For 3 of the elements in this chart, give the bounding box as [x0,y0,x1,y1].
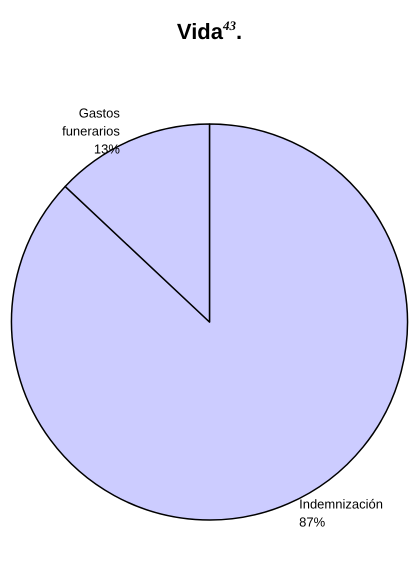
slice-label: Gastos funerarios [62,106,120,139]
data-label: 87% [299,514,326,530]
slice-label: Indemnización [299,496,383,512]
